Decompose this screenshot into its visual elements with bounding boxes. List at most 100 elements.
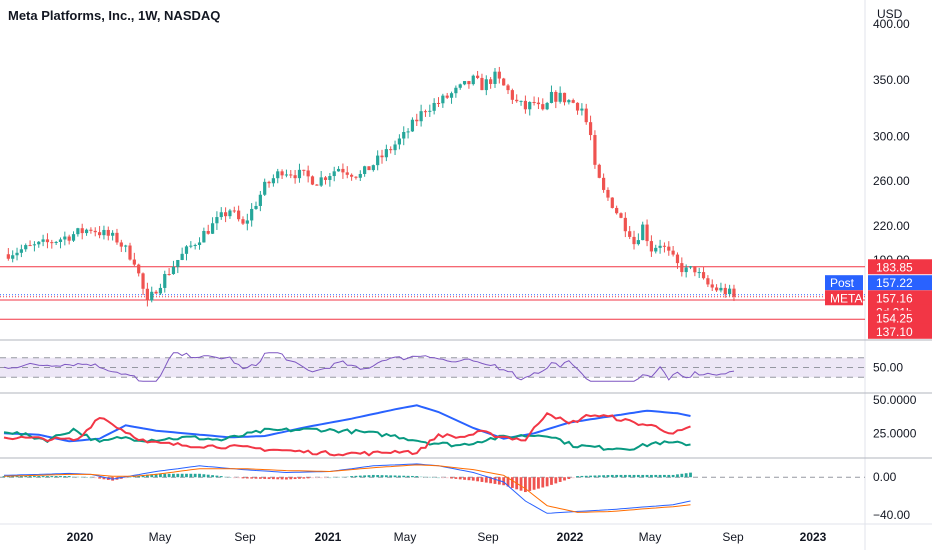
dmi-axis-tick: 25.0000 xyxy=(873,426,917,440)
time-axis-tick: Sep xyxy=(722,530,744,544)
time-axis-tick: May xyxy=(394,530,417,544)
candle-body xyxy=(662,245,667,247)
macd-histogram-bar xyxy=(54,476,58,478)
macd-histogram-bar xyxy=(271,477,275,480)
candle-body xyxy=(706,278,710,285)
candle-body xyxy=(610,197,614,208)
candle-body xyxy=(76,228,80,235)
candle-body xyxy=(523,100,527,110)
candle-body xyxy=(215,217,219,224)
macd-histogram-bar xyxy=(328,477,332,479)
candle-body xyxy=(502,78,506,86)
candle-body xyxy=(580,108,584,111)
macd-histogram-bar xyxy=(193,473,197,478)
candle-body xyxy=(41,239,45,242)
time-axis-tick: 2020 xyxy=(67,530,94,544)
candle-body xyxy=(602,177,606,190)
candle-body xyxy=(371,165,375,171)
macd-histogram-bar xyxy=(454,477,458,479)
candle-body xyxy=(323,177,328,180)
macd-histogram-bar xyxy=(684,473,688,478)
candle-body xyxy=(476,75,480,78)
candle-body xyxy=(489,79,493,84)
candle-body xyxy=(458,84,462,88)
candle-body xyxy=(271,178,275,184)
macd-histogram-bar xyxy=(206,474,210,478)
candle-body xyxy=(567,100,571,103)
macd-histogram-bar xyxy=(671,474,675,478)
candle-body xyxy=(345,172,349,175)
candle-body xyxy=(597,164,601,178)
candle-body xyxy=(280,171,284,176)
macd-histogram-bar xyxy=(363,475,367,478)
candle-body xyxy=(454,87,458,94)
candle-body xyxy=(354,176,358,178)
candle-body xyxy=(384,149,388,158)
macd-histogram-bar xyxy=(615,474,619,478)
candle-body xyxy=(632,236,636,245)
candle-body xyxy=(441,95,445,104)
chart-title: Meta Platforms, Inc., 1W, NASDAQ xyxy=(8,8,221,23)
macd-histogram-bar xyxy=(480,477,484,482)
macd-histogram-bar xyxy=(371,474,375,478)
macd-histogram-bar xyxy=(76,476,80,478)
candle-body xyxy=(228,210,232,217)
candle-body xyxy=(63,236,67,240)
macd-histogram-bar xyxy=(680,473,684,478)
candle-body xyxy=(554,91,558,102)
macd-histogram-bar xyxy=(654,474,658,478)
candle-body xyxy=(410,119,415,132)
candle-body xyxy=(693,266,697,273)
candle-body xyxy=(84,229,89,234)
candle-body xyxy=(154,291,158,294)
dmi-series-line xyxy=(3,412,691,457)
macd-histogram-bar xyxy=(597,475,601,478)
macd-histogram-bar xyxy=(41,476,45,478)
macd-histogram-bar xyxy=(211,475,214,478)
macd-histogram-bar xyxy=(219,476,223,478)
macd-axis-tick: 0.00 xyxy=(873,470,897,484)
candle-body xyxy=(237,210,241,220)
macd-histogram-bar xyxy=(85,476,88,478)
macd-histogram-bar xyxy=(658,474,662,478)
candle-body xyxy=(636,240,640,245)
currency-label: USD xyxy=(877,7,903,21)
candle-body xyxy=(645,224,649,242)
macd-histogram-bar xyxy=(428,476,432,478)
macd-histogram-bar xyxy=(619,474,623,478)
macd-histogram-bar xyxy=(63,476,67,478)
candle-body xyxy=(619,213,623,218)
candle-body xyxy=(536,102,541,105)
post-tag-label: Post xyxy=(830,276,855,290)
macd-histogram-bar xyxy=(345,476,349,478)
candle-body xyxy=(728,288,732,295)
candle-body xyxy=(163,274,167,288)
price-axis-tick: 400.00 xyxy=(873,17,910,31)
macd-histogram-bar xyxy=(59,476,62,478)
macd-histogram-bar xyxy=(176,473,180,478)
macd-histogram-bar xyxy=(163,473,167,478)
macd-histogram-bar xyxy=(467,477,471,481)
candle-body xyxy=(623,217,627,232)
candle-body xyxy=(263,181,267,195)
macd-histogram-bar xyxy=(319,477,323,479)
candle-body xyxy=(245,220,249,224)
macd-histogram-bar xyxy=(2,476,6,478)
candle-body xyxy=(106,229,110,236)
macd-histogram-bar xyxy=(463,477,466,480)
candle-body xyxy=(241,219,245,224)
macd-histogram-bar xyxy=(545,477,549,487)
candle-body xyxy=(15,252,19,256)
macd-histogram-bar xyxy=(337,476,340,478)
candle-body xyxy=(132,259,136,265)
macd-histogram-bar xyxy=(289,477,293,480)
macd-histogram-bar xyxy=(437,477,440,479)
macd-axis-tick: −40.00 xyxy=(873,508,910,522)
level-tag-183 xyxy=(868,259,932,275)
candle-body xyxy=(167,274,171,276)
candle-body xyxy=(684,267,688,273)
candle-body xyxy=(97,232,102,236)
macd-histogram-bar xyxy=(528,477,532,491)
candle-body xyxy=(415,119,419,122)
